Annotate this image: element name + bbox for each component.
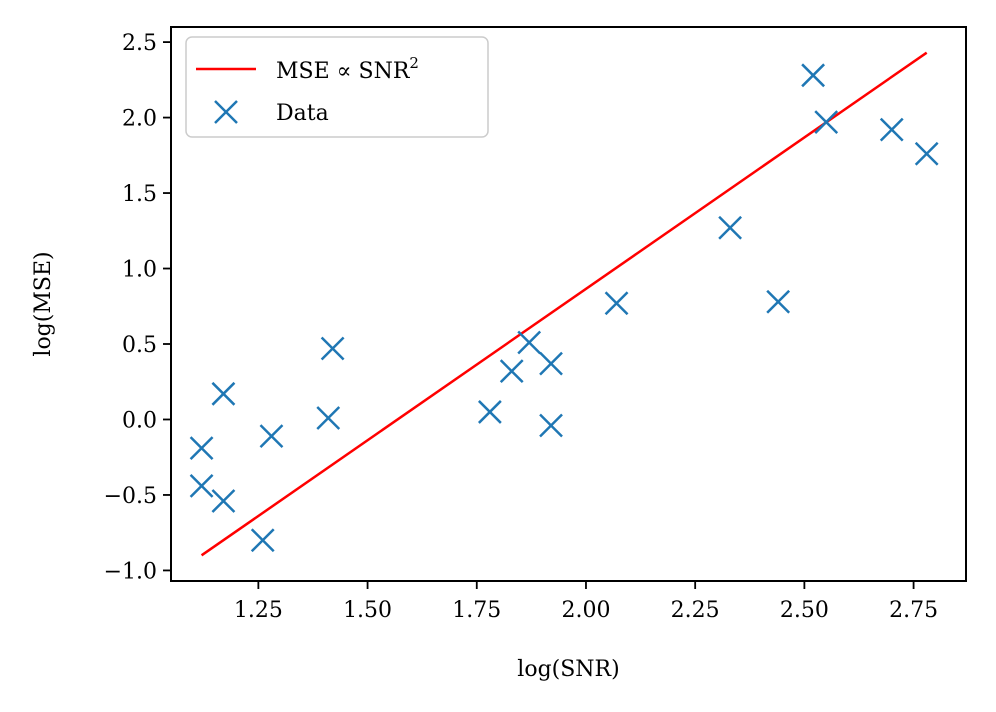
x-tick-label: 1.75 <box>452 598 501 623</box>
data-point <box>718 215 743 240</box>
data-point <box>250 528 275 553</box>
data-point <box>814 110 839 134</box>
data-point <box>477 400 502 424</box>
y-tick-label: 2.5 <box>122 31 157 56</box>
legend-label-fit-superscript: 2 <box>409 54 419 72</box>
y-tick-label: 0.5 <box>122 333 157 358</box>
legend-box <box>185 36 489 138</box>
data-point <box>189 474 214 498</box>
y-tick-label: −1.0 <box>104 559 157 584</box>
data-point <box>320 336 345 361</box>
data-point <box>499 359 524 384</box>
data-point <box>604 291 629 316</box>
data-point <box>189 436 214 461</box>
x-axis-label: log(SNR) <box>517 657 619 682</box>
data-point <box>879 117 904 142</box>
data-point <box>517 330 542 355</box>
x-tick-label: 1.25 <box>234 598 283 623</box>
plot-content <box>189 51 939 557</box>
legend-marker-swatch <box>214 100 238 124</box>
y-axis-ticks: −1.0 −0.5 0.0 0.5 1.0 1.5 2.0 2.5 <box>104 31 171 584</box>
y-axis-label: log(MSE) <box>31 251 56 356</box>
fit-line <box>200 51 928 557</box>
data-point <box>316 406 341 430</box>
x-tick-label: 1.50 <box>343 598 392 623</box>
y-tick-label: −0.5 <box>104 484 157 509</box>
data-point <box>801 63 825 88</box>
x-tick-label: 2.75 <box>889 598 938 623</box>
legend: MSE ∝ SNR2 Data <box>185 36 489 138</box>
x-tick-label: 2.00 <box>561 598 610 623</box>
y-tick-label: 1.5 <box>122 182 157 207</box>
x-axis-ticks: 1.25 1.50 1.75 2.00 2.25 2.50 2.75 <box>234 581 938 623</box>
data-point <box>211 381 236 406</box>
y-tick-label: 1.0 <box>122 258 157 283</box>
data-point <box>539 413 563 438</box>
x-tick-label: 2.25 <box>671 598 720 623</box>
data-point <box>539 351 563 376</box>
x-tick-label: 2.50 <box>780 598 829 623</box>
axes-frame <box>170 26 967 582</box>
y-tick-label: 0.0 <box>122 408 157 433</box>
data-point <box>914 141 939 166</box>
data-point <box>211 489 236 513</box>
legend-label-data: Data <box>276 101 329 126</box>
y-tick-label: 2.0 <box>122 107 157 132</box>
legend-label-fit: MSE ∝ SNR2 <box>276 54 419 84</box>
data-point <box>766 289 791 314</box>
legend-label-fit-text: MSE ∝ SNR <box>276 59 411 84</box>
data-point <box>259 424 284 448</box>
